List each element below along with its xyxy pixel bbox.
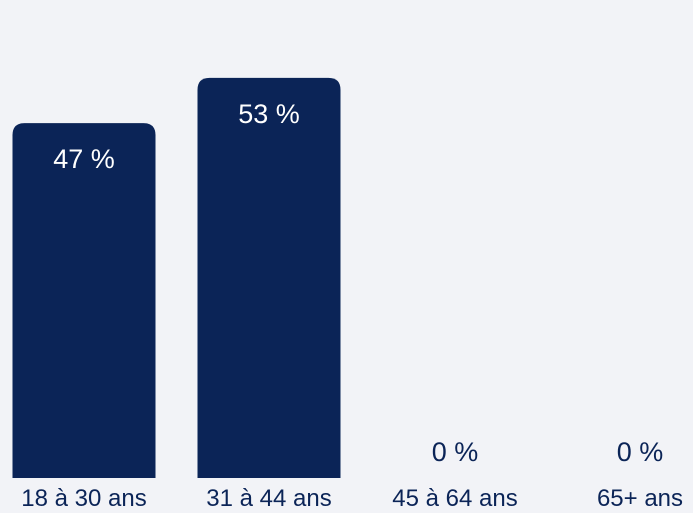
category-label-2: 31 à 44 ans: [206, 485, 331, 512]
bar-value-label-4: 0 %: [617, 437, 664, 467]
bar-value-label-2: 53 %: [238, 99, 300, 129]
bar-2: [197, 77, 341, 478]
category-label-4: 65+ ans: [597, 485, 683, 512]
category-label-1: 18 à 30 ans: [21, 485, 146, 512]
bar-1: [12, 123, 156, 479]
category-label-3: 45 à 64 ans: [392, 485, 517, 512]
bar-value-label-3: 0 %: [432, 437, 479, 467]
bar-value-label-1: 47 %: [53, 144, 115, 174]
